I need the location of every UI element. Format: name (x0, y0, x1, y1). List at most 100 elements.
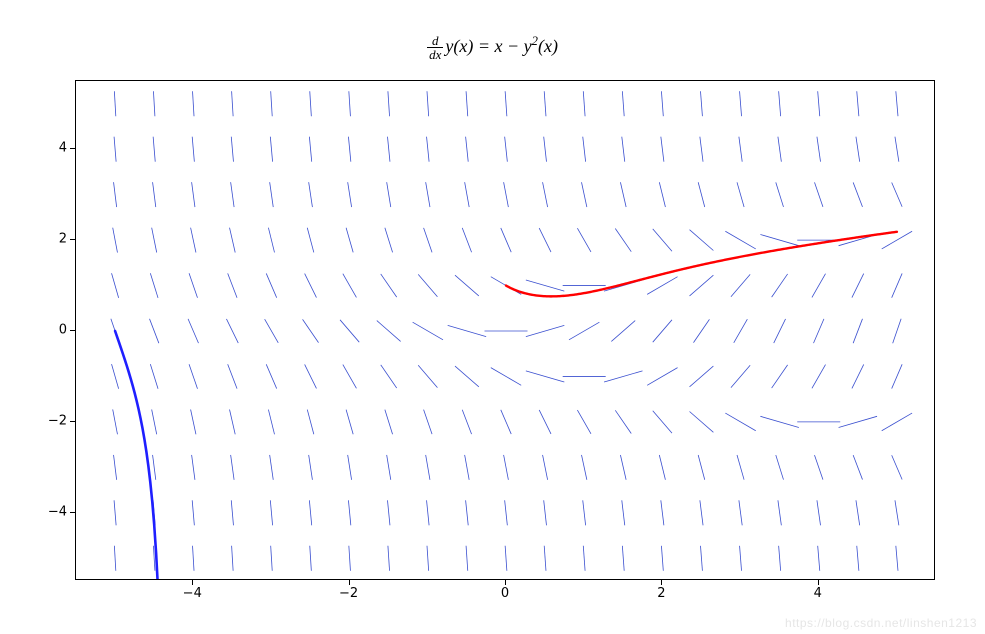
field-segment (739, 500, 742, 525)
field-segment (387, 455, 391, 480)
field-segment (113, 228, 118, 253)
xtick-label: 0 (501, 586, 509, 601)
field-segment (583, 546, 585, 571)
ytick-label: 0 (37, 323, 67, 338)
field-segment (690, 230, 714, 251)
field-segment (150, 364, 158, 389)
field-segment (191, 228, 196, 253)
field-segment (455, 366, 479, 387)
field-segment (114, 182, 117, 207)
field-segment (309, 137, 311, 162)
field-segment (418, 365, 437, 387)
field-segment (539, 410, 551, 434)
field-segment (700, 546, 702, 571)
field-segment (653, 229, 672, 251)
field-segment (343, 274, 357, 298)
field-segment (690, 412, 714, 433)
field-segment (893, 319, 901, 344)
field-segment (659, 455, 665, 480)
field-segment (466, 137, 469, 162)
field-segment (268, 410, 274, 435)
field-segment (526, 280, 564, 291)
field-segment (812, 365, 826, 389)
field-segment (857, 91, 859, 116)
field-segment (270, 182, 274, 207)
field-segment (615, 410, 631, 433)
field-segment (693, 319, 709, 342)
field-segment (505, 500, 508, 525)
field-segment (230, 410, 236, 435)
field-segment (305, 364, 317, 388)
field-segment (882, 413, 912, 431)
field-segment (377, 321, 401, 342)
field-segment (778, 500, 781, 525)
field-segment (539, 228, 551, 252)
field-segment (189, 364, 197, 389)
field-segment (152, 409, 157, 434)
ytick-mark (70, 239, 75, 240)
field-segment (113, 409, 118, 434)
field-segment (114, 500, 116, 525)
field-segment (462, 228, 471, 252)
field-segment (270, 455, 274, 480)
field-segment (543, 182, 548, 207)
field-segment (114, 137, 116, 162)
field-segment (814, 319, 824, 343)
field-segment (543, 455, 548, 480)
field-segment (270, 137, 272, 162)
ytick-mark (70, 330, 75, 331)
field-segment (387, 182, 391, 207)
field-segment (427, 91, 429, 116)
field-segment (112, 273, 119, 298)
field-segment (817, 500, 821, 525)
field-segment (231, 500, 233, 525)
direction-field (111, 91, 912, 571)
field-segment (309, 500, 311, 525)
xtick-label: −4 (183, 586, 202, 601)
field-segment (504, 182, 509, 207)
field-segment (271, 91, 273, 116)
field-segment (348, 182, 352, 207)
blue-solution (115, 331, 174, 580)
field-segment (852, 364, 864, 388)
field-segment (774, 319, 786, 343)
field-segment (385, 410, 393, 435)
field-segment (622, 91, 624, 116)
field-segment (892, 183, 902, 207)
field-segment (114, 455, 117, 480)
field-segment (491, 368, 521, 386)
field-segment (700, 137, 703, 162)
field-segment (466, 91, 468, 116)
field-segment (583, 500, 586, 525)
field-segment (725, 413, 755, 431)
field-segment (188, 319, 198, 343)
field-segment (413, 322, 443, 340)
field-segment (388, 137, 390, 162)
watermark: https://blog.csdn.net/linshen1213 (785, 616, 977, 630)
field-segment (779, 91, 781, 116)
field-segment (228, 273, 237, 297)
field-segment (853, 455, 862, 479)
field-segment (544, 137, 547, 162)
field-segment (192, 182, 195, 207)
field-segment (653, 320, 672, 342)
field-segment (114, 91, 115, 116)
field-segment (228, 364, 237, 388)
field-segment (346, 410, 353, 435)
field-segment (192, 500, 194, 525)
field-segment (465, 455, 470, 480)
field-segment (310, 546, 312, 571)
field-segment (760, 235, 798, 246)
field-segment (620, 182, 626, 207)
field-segment (698, 455, 705, 480)
xtick-mark (505, 580, 506, 585)
field-segment (504, 455, 509, 480)
field-segment (739, 137, 742, 162)
field-segment (189, 273, 197, 298)
field-segment (349, 546, 351, 571)
field-segment (388, 546, 390, 571)
field-segment (501, 410, 511, 434)
field-segment (231, 182, 234, 207)
xtick-label: 2 (657, 586, 665, 601)
field-segment (734, 319, 748, 343)
